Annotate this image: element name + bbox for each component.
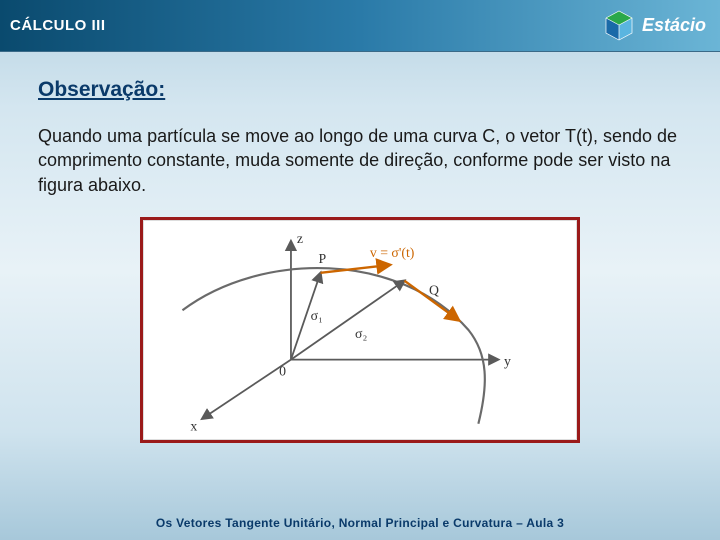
axis-y-label: y [504, 353, 511, 368]
logo-cube-icon [602, 9, 636, 43]
brand-name: Estácio [642, 15, 706, 36]
axis-x-label: x [190, 418, 197, 433]
header-bar: CÁLCULO III Estácio [0, 0, 720, 52]
velocity-label: v = σ'(t) [370, 245, 415, 261]
brand-logo: Estácio [602, 9, 706, 43]
point-q-label: Q [429, 282, 439, 297]
sigma2-label: σ₂ [355, 326, 367, 341]
section-paragraph: Quando uma partícula se move ao longo de… [38, 124, 682, 197]
slide: CÁLCULO III Estácio Observação: Quando u… [0, 0, 720, 540]
figure-frame: z y x 0 σ₁ σ₂ P v = σ'(t) Q [140, 217, 580, 443]
sigma1-label: σ₁ [311, 308, 323, 323]
footer-text: Os Vetores Tangente Unitário, Normal Pri… [0, 516, 720, 530]
tangent-vector-diagram: z y x 0 σ₁ σ₂ P v = σ'(t) Q [143, 220, 577, 440]
content-area: Observação: Quando uma partícula se move… [0, 52, 720, 443]
course-title: CÁLCULO III [10, 17, 106, 34]
point-p-label: P [319, 251, 327, 266]
origin-label: 0 [279, 363, 286, 378]
section-heading: Observação: [38, 78, 682, 102]
axis-z-label: z [297, 231, 303, 246]
